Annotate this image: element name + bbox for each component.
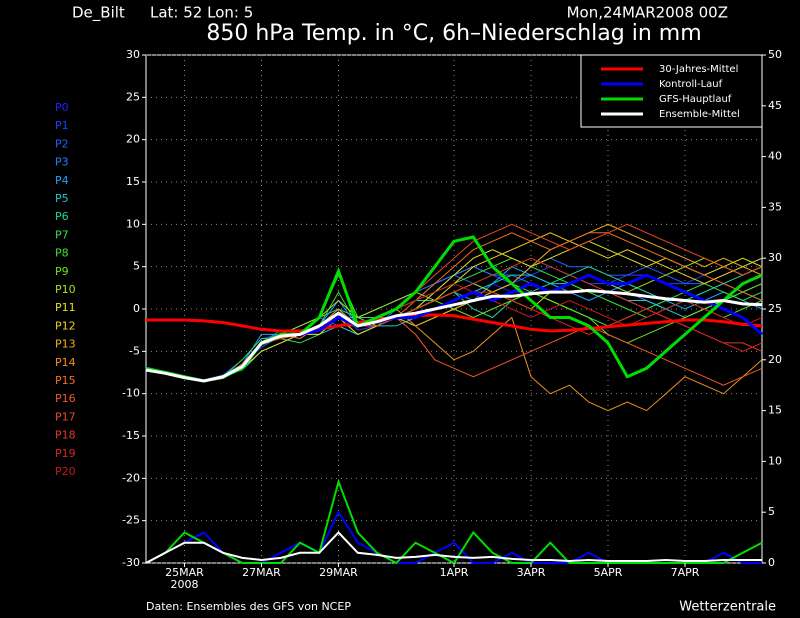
member-legend-label: P20: [55, 465, 76, 478]
x-tick-label: 25MAR: [165, 566, 204, 579]
member-legend-label: P12: [55, 319, 76, 332]
legend-label: Kontroll-Lauf: [659, 79, 723, 90]
plot-layer: [145, 54, 763, 565]
y-tick-label: -25: [122, 514, 140, 527]
y-tick-label: -20: [122, 471, 140, 484]
member-legend-label: P16: [55, 392, 76, 405]
y2-tick-label: 5: [768, 505, 775, 518]
x-tick-label: 29MAR: [319, 566, 358, 579]
y-tick-label: 0: [133, 302, 140, 315]
location: Lat: 52 Lon: 5: [150, 4, 253, 22]
y-tick-label: 10: [126, 217, 140, 230]
y-tick-label: 20: [126, 133, 140, 146]
member-legend-label: P11: [55, 301, 76, 314]
y2-tick-label: 0: [768, 556, 775, 569]
member-legend-label: P3: [55, 156, 69, 169]
x-tick-label: 7APR: [671, 566, 700, 579]
member-legend-label: P13: [55, 338, 76, 351]
x-tick-label: 3APR: [517, 566, 546, 579]
y-tick-label: 5: [133, 260, 140, 273]
y2-tick-label: 45: [768, 99, 782, 112]
station: De_Bilt: [72, 4, 125, 23]
legend-label: Ensemble-Mittel: [659, 109, 740, 120]
member-legend-label: P19: [55, 447, 76, 460]
member-legend-label: P14: [55, 356, 76, 369]
y-tick-label: -10: [122, 387, 140, 400]
member-legend-label: P4: [55, 174, 69, 187]
member-legend-label: P17: [55, 410, 76, 423]
y-tick-label: 30: [126, 48, 140, 61]
legend-label: GFS-Hauptlauf: [659, 94, 732, 105]
x-tick-label: 1APR: [440, 566, 469, 579]
member-legend-label: P18: [55, 429, 76, 442]
y2-tick-label: 15: [768, 404, 782, 417]
member-legend-label: P6: [55, 210, 69, 223]
chart-title: 850 hPa Temp. in °C, 6h–Niederschlag in …: [206, 21, 701, 46]
precip-line: [145, 531, 762, 564]
x-tick-label: 5APR: [594, 566, 623, 579]
member-legend-label: P1: [55, 119, 69, 132]
member-legend-label: P9: [55, 265, 69, 278]
brand: Wetterzentrale: [679, 600, 776, 615]
source: Daten: Ensembles des GFS von NCEP: [146, 600, 351, 613]
y2-tick-label: 20: [768, 353, 782, 366]
y-tick-label: -30: [122, 556, 140, 569]
x-tick-label: 27MAR: [242, 566, 281, 579]
y2-tick-label: 25: [768, 302, 782, 315]
y2-tick-label: 30: [768, 251, 782, 264]
legend-label: 30-Jahres-Mittel: [659, 64, 738, 75]
y-tick-label: 15: [126, 175, 140, 188]
member-legend-label: P15: [55, 374, 76, 387]
member-legend-label: P8: [55, 247, 69, 260]
y-tick-label: 25: [126, 90, 140, 103]
member-legend-label: P0: [55, 101, 69, 114]
y2-tick-label: 40: [768, 150, 782, 163]
series-line: [146, 313, 763, 333]
member-legend-label: P7: [55, 228, 69, 241]
member-legend-label: P2: [55, 137, 69, 150]
y2-tick-label: 35: [768, 200, 782, 213]
member-legend-label: P5: [55, 192, 69, 205]
y-tick-label: -15: [122, 429, 140, 442]
run-time: Mon,24MAR2008 00Z: [567, 4, 728, 22]
y-tick-label: -5: [129, 344, 140, 357]
member-legend-label: P10: [55, 283, 76, 296]
y2-tick-label: 10: [768, 454, 782, 467]
x-year-label: 2008: [171, 578, 199, 591]
y2-tick-label: 50: [768, 48, 782, 61]
series-line: [145, 288, 763, 383]
